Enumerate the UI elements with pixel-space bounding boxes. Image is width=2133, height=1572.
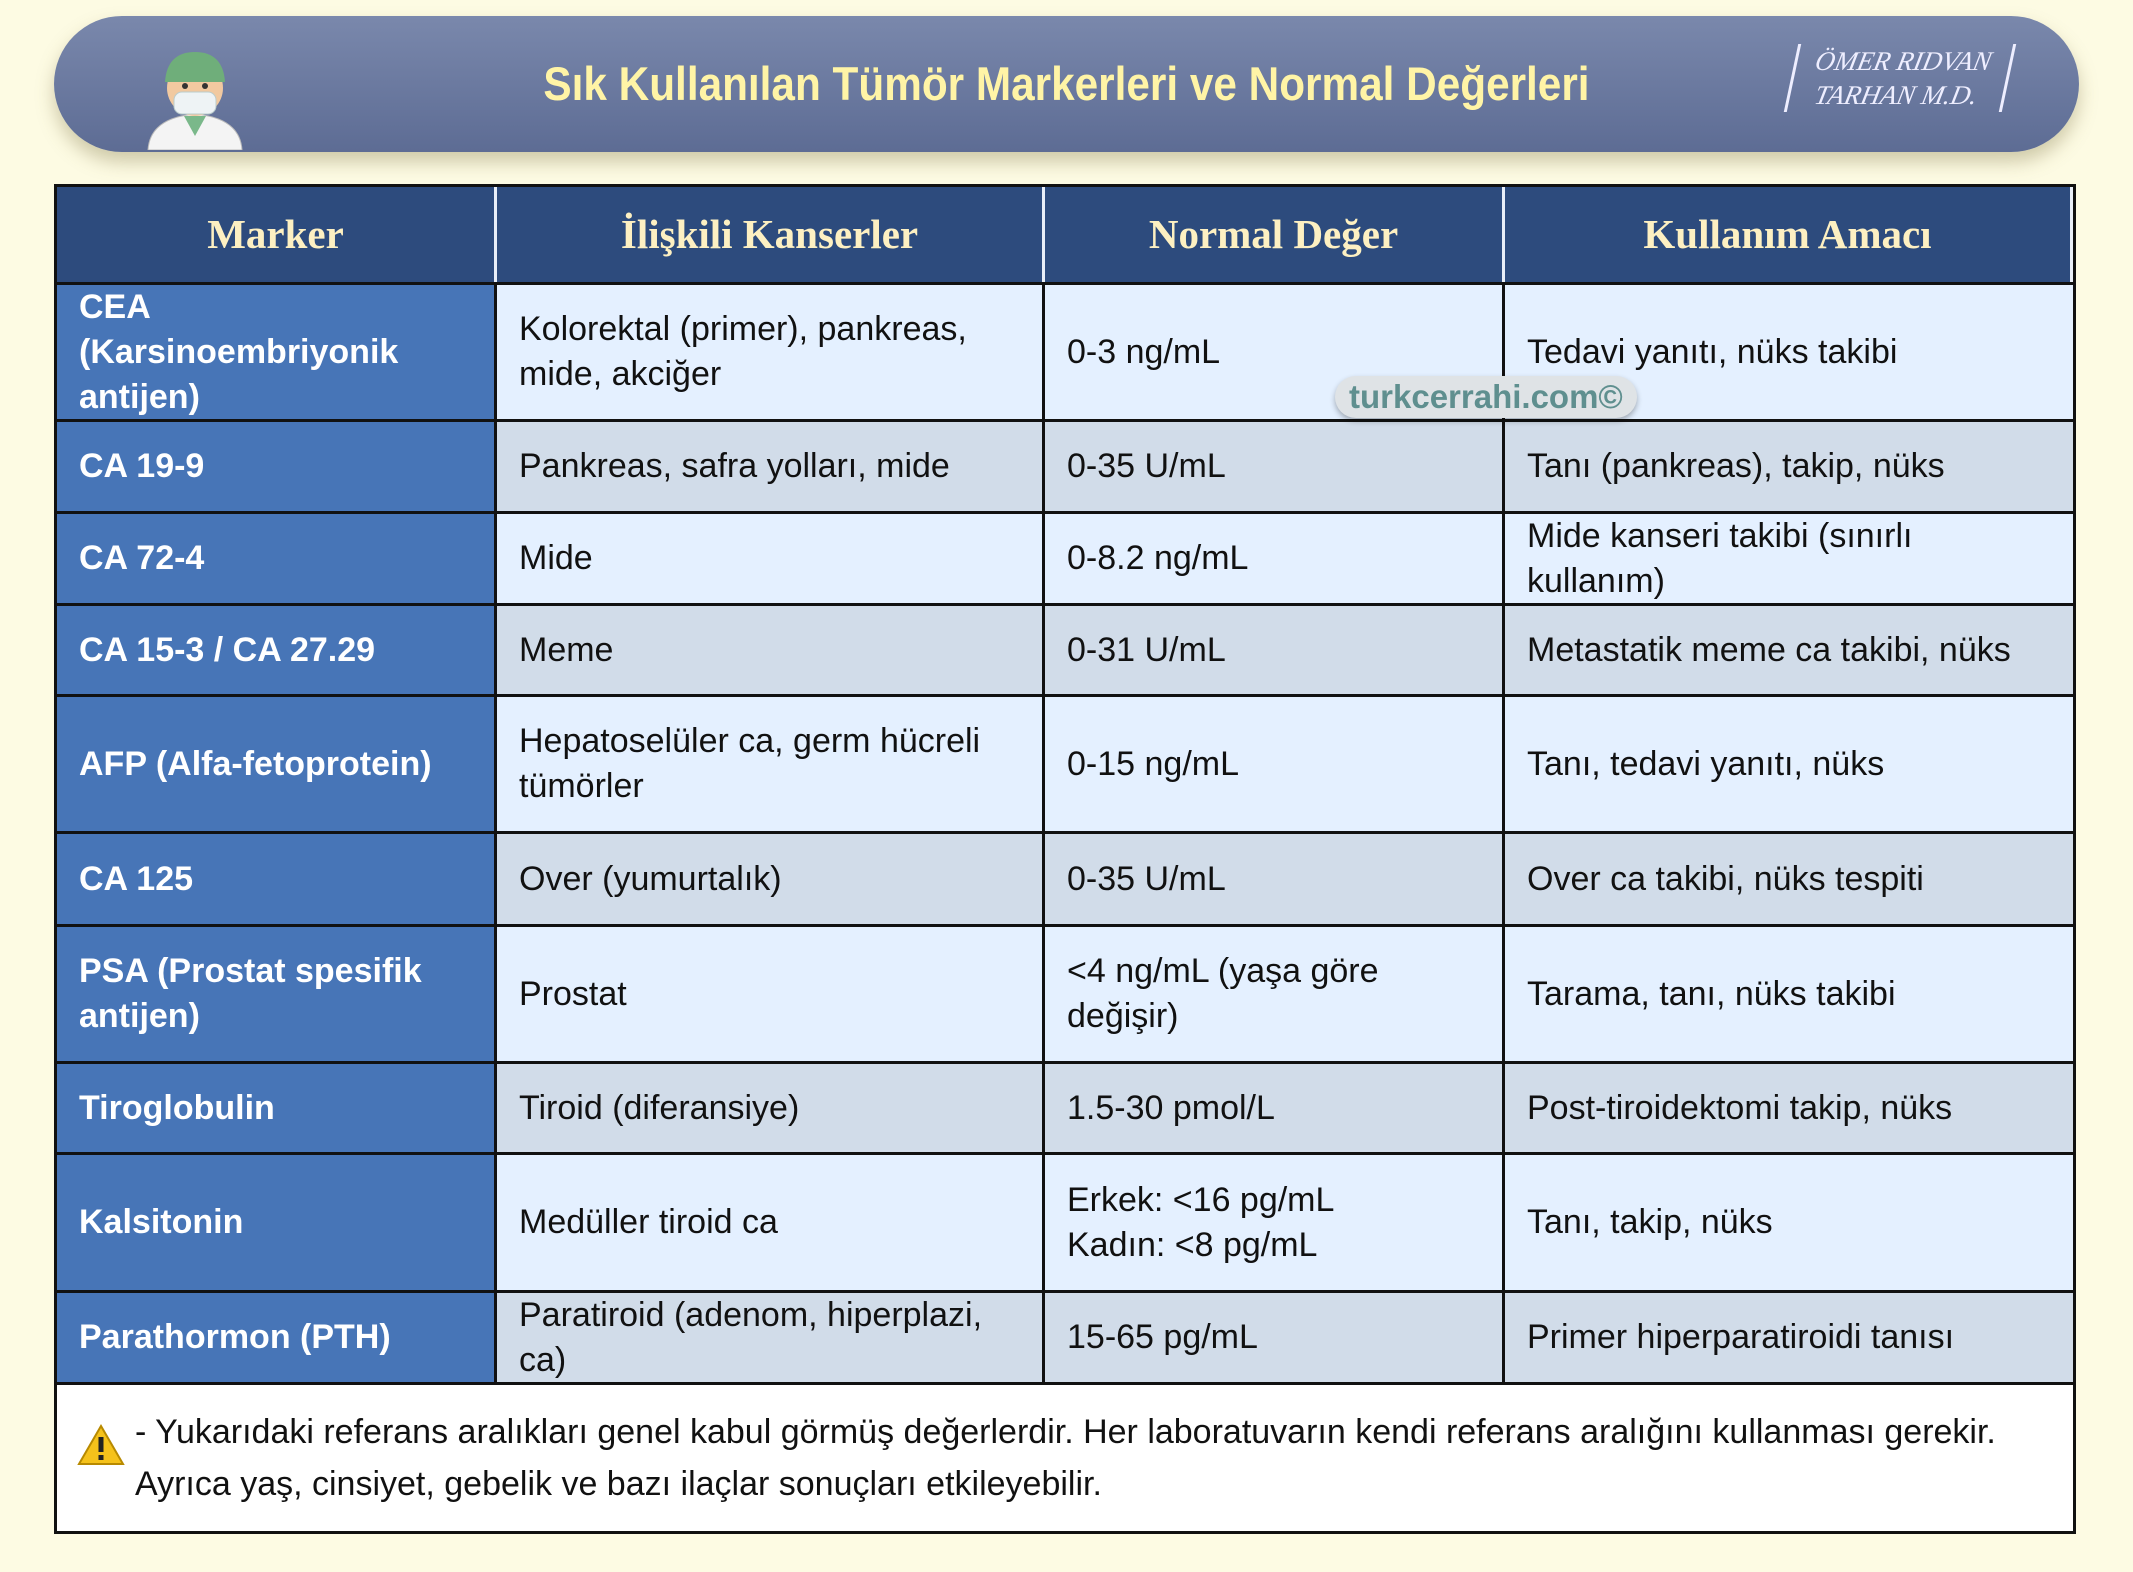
page-title: Sık Kullanılan Tümör Markerleri ve Norma… [543, 57, 1590, 110]
table-cell: <4 ng/mL (yaşa göre değişir) [1045, 927, 1505, 1061]
marker-cell: AFP (Alfa-fetoprotein) [57, 697, 497, 831]
table-cell: Prostat [497, 927, 1045, 1061]
cell-line: Erkek: <16 pg/mL [1067, 1180, 1335, 1219]
marker-cell: Tiroglobulin [57, 1064, 497, 1152]
marker-cell: Parathormon (PTH) [57, 1293, 497, 1382]
table-cell: Tanı (pankreas), takip, nüks [1505, 422, 2073, 511]
table-cell: 0-35 U/mL [1045, 422, 1505, 511]
table-row: Kalsitonin Medüller tiroid ca Erkek: <16 p… [57, 1155, 2073, 1293]
signature-line: TARHAN M.D. [1812, 80, 1981, 110]
marker-table: Marker İlişkili Kanserler Normal Değer Kull… [54, 184, 2076, 1534]
table-row: Parathormon (PTH) Paratiroid (adenom, hip… [57, 1293, 2073, 1385]
table-cell: Hepatoselüler ca, germ hücreli tümörler [497, 697, 1045, 831]
table-cell: 15-65 pg/mL [1045, 1293, 1505, 1382]
table-cell: 0-31 U/mL [1045, 606, 1505, 694]
table-cell: Pankreas, safra yolları, mide [497, 422, 1045, 511]
marker-cell: CA 15-3 / CA 27.29 [57, 606, 497, 694]
table-cell: Meme [497, 606, 1045, 694]
table-cell: Kolorektal (primer), pankreas, mide, akc… [497, 285, 1045, 419]
table-cell: 1.5-30 pmol/L [1045, 1064, 1505, 1152]
table-row: AFP (Alfa-fetoprotein) Hepatoselüler ca, … [57, 697, 2073, 834]
marker-cell: Kalsitonin [57, 1155, 497, 1290]
table-cell: Tanı, tedavi yanıtı, nüks [1505, 697, 2073, 831]
column-header: İlişkili Kanserler [497, 187, 1045, 282]
column-header: Kullanım Amacı [1505, 187, 2073, 282]
table-cell: 0-35 U/mL [1045, 834, 1505, 924]
header-banner: Sık Kullanılan Tümör Markerleri ve Norma… [54, 16, 2079, 152]
header-row: Marker İlişkili Kanserler Normal Değer Kull… [57, 187, 2073, 285]
column-header: Marker [57, 187, 497, 282]
table-cell: Tiroid (diferansiye) [497, 1064, 1045, 1152]
table-cell: Primer hiperparatiroidi tanısı [1505, 1293, 2073, 1382]
table-row: Tiroglobulin Tiroid (diferansiye) 1.5-30 p… [57, 1064, 2073, 1155]
table-row: CA 125 Over (yumurtalık) 0-35 U/mL Over ca … [57, 834, 2073, 927]
marker-cell: CEA (Karsinoembriyonik antijen) [57, 285, 497, 419]
table-cell: 0-15 ng/mL [1045, 697, 1505, 831]
table-cell: 0-8.2 ng/mL [1045, 514, 1505, 603]
marker-cell: CA 72-4 [57, 514, 497, 603]
doctor-icon [147, 52, 243, 150]
marker-cell: CA 125 [57, 834, 497, 924]
table-cell: Mide kanseri takibi (sınırlı kullanım) [1505, 514, 2073, 603]
table-cell: Medüller tiroid ca [497, 1155, 1045, 1290]
marker-cell: PSA (Prostat spesifik antijen) [57, 927, 497, 1061]
table-row: CA 72-4 Mide 0-8.2 ng/mL Mide kanseri takib… [57, 514, 2073, 606]
table-row: CEA (Karsinoembriyonik antijen) Kolorekta… [57, 285, 2073, 422]
table-body: CEA (Karsinoembriyonik antijen) Kolorekta… [57, 285, 2073, 1385]
cell-line: Kadın: <8 pg/mL [1067, 1225, 1318, 1264]
table-cell: Over ca takibi, nüks tespiti [1505, 834, 2073, 924]
table-cell: Tarama, tanı, nüks takibi [1505, 927, 2073, 1061]
table-cell: Mide [497, 514, 1045, 603]
table-cell: Over (yumurtalık) [497, 834, 1045, 924]
footer-note: - Yukarıdaki referans aralıkları genel k… [57, 1385, 2073, 1531]
table-row: CA 15-3 / CA 27.29 Meme 0-31 U/mL Metastati… [57, 606, 2073, 697]
table-cell: Post-tiroidektomi takip, nüks [1505, 1064, 2073, 1152]
table-cell: Metastatik meme ca takibi, nüks [1505, 606, 2073, 694]
table-cell: Paratiroid (adenom, hiperplazi, ca) [497, 1293, 1045, 1382]
watermark: turkcerrahi.com© [1335, 376, 1637, 418]
warning-icon [77, 1424, 125, 1465]
signature: ÖMER RIDVAN TARHAN M.D. [1784, 44, 2017, 112]
table-row: CA 19-9 Pankreas, safra yolları, mide 0-35… [57, 422, 2073, 514]
note-text: - Yukarıdaki referans aralıkları genel k… [135, 1413, 1996, 1503]
marker-cell: CA 19-9 [57, 422, 497, 511]
column-header: Normal Değer [1045, 187, 1505, 282]
table-row: PSA (Prostat spesifik antijen) Prostat <4 … [57, 927, 2073, 1064]
signature-line: ÖMER RIDVAN [1812, 46, 1995, 76]
table-cell: Erkek: <16 pg/mL Kadın: <8 pg/mL [1045, 1155, 1505, 1290]
table-cell: Tanı, takip, nüks [1505, 1155, 2073, 1290]
